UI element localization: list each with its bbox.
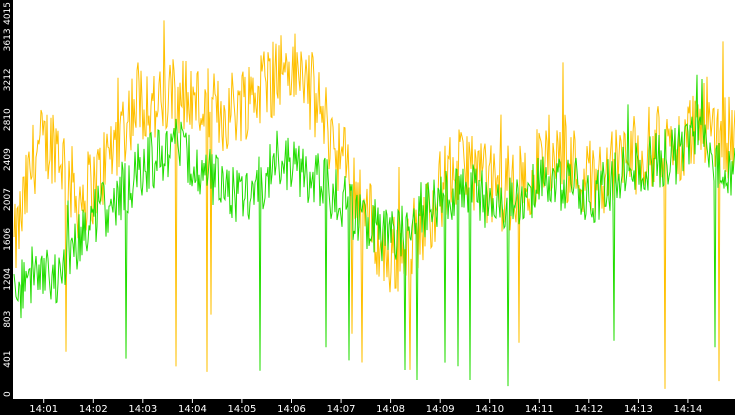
y-axis-band <box>0 0 13 415</box>
x-tick-label: 14:12 <box>574 404 603 415</box>
y-tick-label: 1606 <box>3 228 13 251</box>
y-tick-label: 0 <box>3 391 13 397</box>
x-tick-label: 14:11 <box>525 404 554 415</box>
y-tick-label: 3212 <box>3 68 13 91</box>
y-tick-label: 2007 <box>3 188 13 211</box>
y-tick-label: 401 <box>3 351 13 368</box>
y-tick-label: 2810 <box>3 108 13 131</box>
x-tick-label: 14:13 <box>624 404 653 415</box>
x-tick-label: 14:04 <box>178 404 207 415</box>
x-tick-label: 14:03 <box>128 404 157 415</box>
x-tick-label: 14:02 <box>79 404 108 415</box>
y-tick-label: 1204 <box>3 268 13 291</box>
x-tick-label: 14:06 <box>277 404 306 415</box>
x-tick-label: 14:07 <box>327 404 356 415</box>
y-tick-label: 4015 <box>3 2 13 25</box>
x-tick-label: 14:05 <box>227 404 256 415</box>
x-tick-label: 14:10 <box>475 404 504 415</box>
x-tick-label: 14:08 <box>376 404 405 415</box>
y-tick-label: 803 <box>3 311 13 328</box>
y-tick-layer: 0 401 803 1204 1606 2007 2409 2810 3212 3613 4015 <box>3 2 13 397</box>
series-layer <box>13 20 735 389</box>
x-tick-label: 14:14 <box>673 404 702 415</box>
x-tick-layer: 14:01 14:02 14:03 14:04 14:05 14:06 14:07 14:08… <box>29 399 702 415</box>
y-tick-label: 2409 <box>3 148 13 171</box>
x-tick-label: 14:01 <box>29 404 58 415</box>
x-axis-band <box>0 399 735 415</box>
x-tick-label: 14:09 <box>426 404 455 415</box>
y-tick-label: 3613 <box>3 28 13 51</box>
series-line-2 <box>13 74 735 387</box>
